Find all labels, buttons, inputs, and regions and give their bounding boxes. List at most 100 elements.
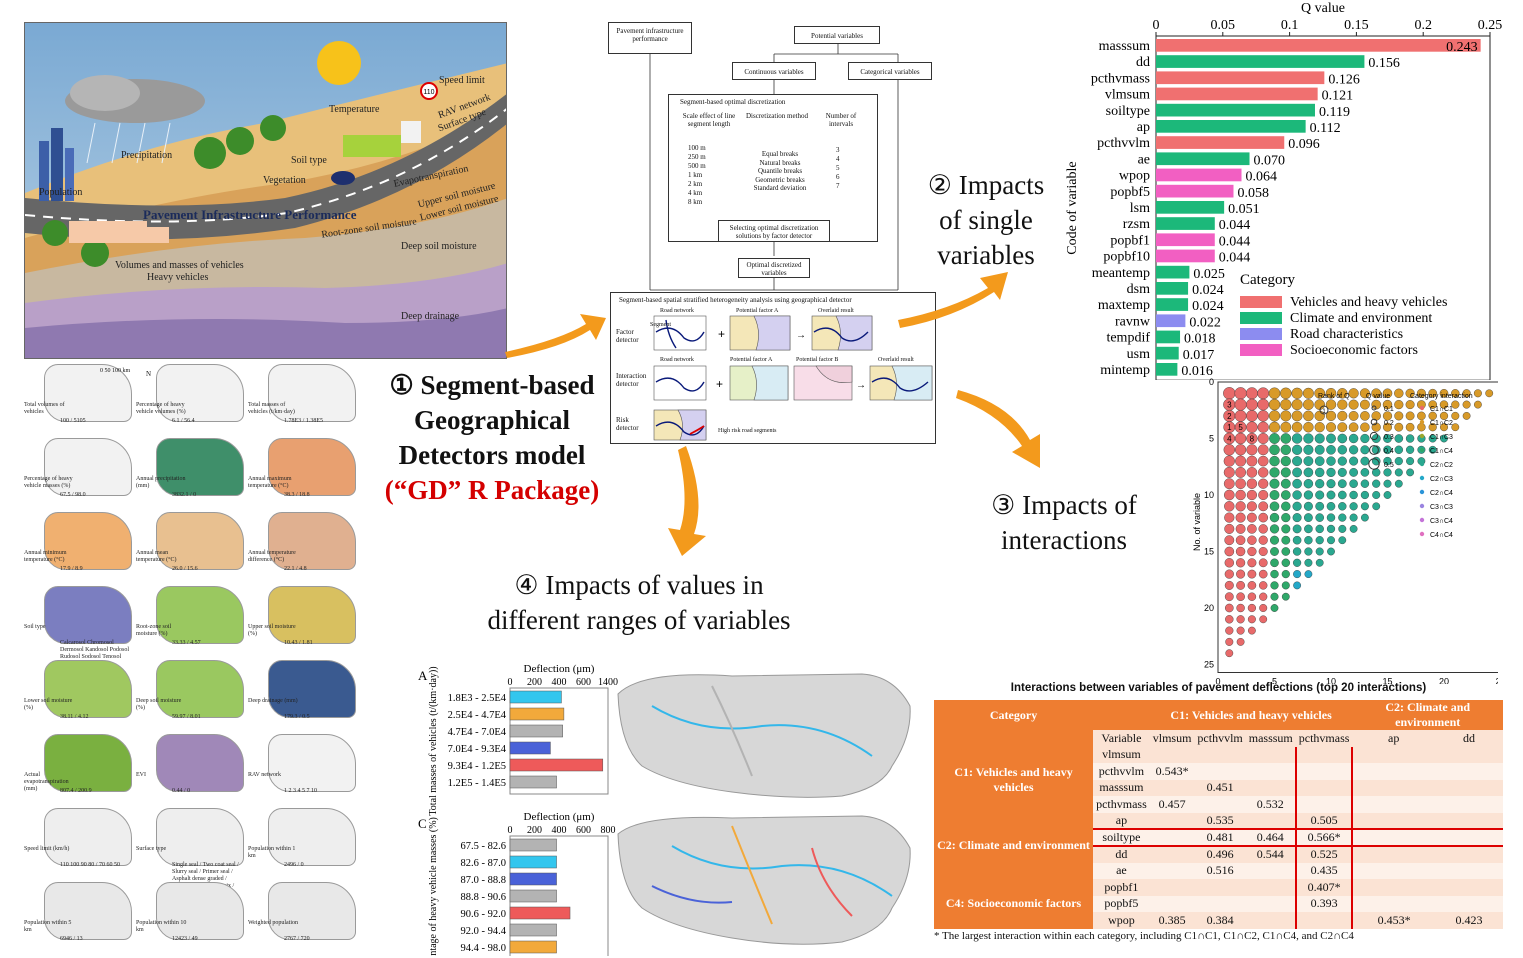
high-risk-label: High risk road segments: [718, 428, 777, 434]
map-legend: 33.33 / 4.57: [172, 640, 201, 646]
data-label: 0.024: [1192, 299, 1224, 314]
column-header: pcthvmass: [1295, 730, 1353, 747]
map-legend: 6.1 / 56.4: [172, 418, 195, 424]
map-caption: Speed limit (km/h): [24, 846, 70, 852]
data-label: 0.044: [1219, 218, 1251, 233]
table-cell: [1352, 746, 1435, 763]
variable-map: Percentage of heavy vehicle masses (%) 67…: [24, 436, 134, 508]
interaction-point: [1314, 433, 1325, 444]
pavement-illustration: 110 Pavement Infrastructure Performance …: [24, 22, 507, 359]
rank-label: 3: [1227, 401, 1232, 410]
interaction-point: [1292, 456, 1303, 467]
bar: [1156, 152, 1250, 166]
interaction-point: [1394, 422, 1404, 432]
interaction-point: [1225, 603, 1234, 613]
data-label: 0.017: [1183, 348, 1215, 363]
interaction-point: [1280, 387, 1292, 399]
table-cell: [1245, 879, 1296, 896]
gd-title: Segment-based spatial stratified heterog…: [619, 296, 852, 304]
category-label: masssum: [1099, 39, 1150, 54]
legend-q-marker: [1369, 431, 1379, 441]
legend-cat-marker: [1419, 517, 1425, 523]
deflection-bar: [509, 838, 557, 852]
interaction-point: [1257, 387, 1270, 400]
interaction-point: [1338, 524, 1347, 533]
interaction-point: [1428, 388, 1438, 398]
risk-detector-label: Risk detector: [616, 416, 639, 432]
table-cell: 0.435: [1294, 862, 1354, 879]
interaction-point: [1280, 478, 1291, 489]
step1-package: (“GD” R Package): [384, 475, 600, 505]
bar: [1156, 282, 1189, 295]
col-scale-title: Scale effect of line segment length: [682, 112, 736, 128]
legend-title: Category: [1240, 272, 1295, 288]
header-category: Category: [934, 700, 1094, 730]
data-label: 0.022: [1189, 315, 1221, 330]
interaction-point: [1371, 445, 1381, 455]
interaction-point: [1326, 445, 1336, 455]
interaction-point: [1360, 468, 1370, 477]
interaction-point: [1293, 581, 1302, 590]
table-cell: [1294, 763, 1354, 780]
interaction-point: [1315, 479, 1325, 489]
map-shape: [268, 882, 356, 940]
interaction-point: [1303, 422, 1314, 433]
table-cell: [1294, 796, 1354, 813]
interaction-point: [1259, 603, 1268, 612]
table-cell: [1194, 879, 1246, 896]
category-label: vlmsum: [1105, 88, 1150, 103]
panel-label: A: [418, 668, 428, 683]
step3-number: ③: [991, 490, 1016, 520]
interaction-point: [1234, 387, 1247, 400]
interaction-point: [1304, 570, 1313, 579]
x-tick-label: 0.25: [1478, 18, 1503, 33]
interaction-point: [1337, 467, 1347, 477]
table-cell: 0.481: [1194, 828, 1246, 847]
table-cell: 0.457: [1149, 796, 1195, 813]
interaction-point: [1246, 398, 1258, 411]
data-label: 0.112: [1310, 121, 1341, 136]
table-cell: masssum: [1093, 779, 1150, 796]
variable-map: RAV network 1 2 3 4 5 7 10: [248, 732, 358, 804]
interaction-point: [1224, 523, 1235, 534]
x-tick-label: 10: [1326, 677, 1336, 685]
column-spacer: [934, 730, 1094, 747]
table-cell: [1434, 828, 1503, 847]
table-cell: pcthvmass: [1093, 796, 1150, 813]
step4-number: ④: [514, 570, 539, 600]
interaction-point: [1325, 410, 1337, 422]
column-header: dd: [1434, 730, 1503, 747]
interaction-point: [1234, 398, 1247, 411]
interval-item: 6: [836, 173, 840, 181]
arrow-to-interactions: [956, 390, 1040, 468]
x-tick-label: 0: [508, 677, 513, 688]
y-tick-label: 5: [1209, 434, 1214, 444]
map-caption: EVI: [136, 772, 146, 778]
interaction-point: [1417, 423, 1426, 432]
interval-item: 5: [836, 164, 840, 172]
x-tick-label: 0.05: [1211, 18, 1236, 33]
methods-list: Equal breaks Natural breaks Quantile break…: [746, 150, 814, 193]
interaction-point: [1224, 489, 1235, 501]
interaction-point: [1428, 411, 1437, 421]
interaction-point: [1314, 387, 1326, 399]
table-cell: 0.451: [1194, 779, 1246, 796]
interaction-point: [1383, 491, 1392, 499]
interaction-point: [1338, 536, 1347, 545]
interaction-point: [1315, 524, 1324, 534]
interaction-point: [1360, 479, 1370, 488]
variable-map: Percentage of heavy vehicle volumes (%) 6…: [136, 362, 246, 434]
map-legend: 110 100 90 80 / 70 60 50: [60, 862, 120, 868]
variable-maps-grid: Total volumes of vehicles 100 / 5105 0 50 …: [24, 362, 364, 958]
category-label: ravnw: [1115, 314, 1151, 329]
interaction-point: [1246, 410, 1258, 422]
legend-cat-marker: [1419, 405, 1425, 411]
table-cell: 0.543*: [1149, 763, 1195, 780]
deflection-bar: [509, 906, 571, 920]
map-caption: RAV network: [248, 772, 281, 778]
table-cell: ap: [1093, 812, 1150, 829]
category-label: rzsm: [1123, 217, 1150, 232]
map-shape: [156, 734, 244, 792]
y-tick-label: 10: [1204, 490, 1214, 500]
